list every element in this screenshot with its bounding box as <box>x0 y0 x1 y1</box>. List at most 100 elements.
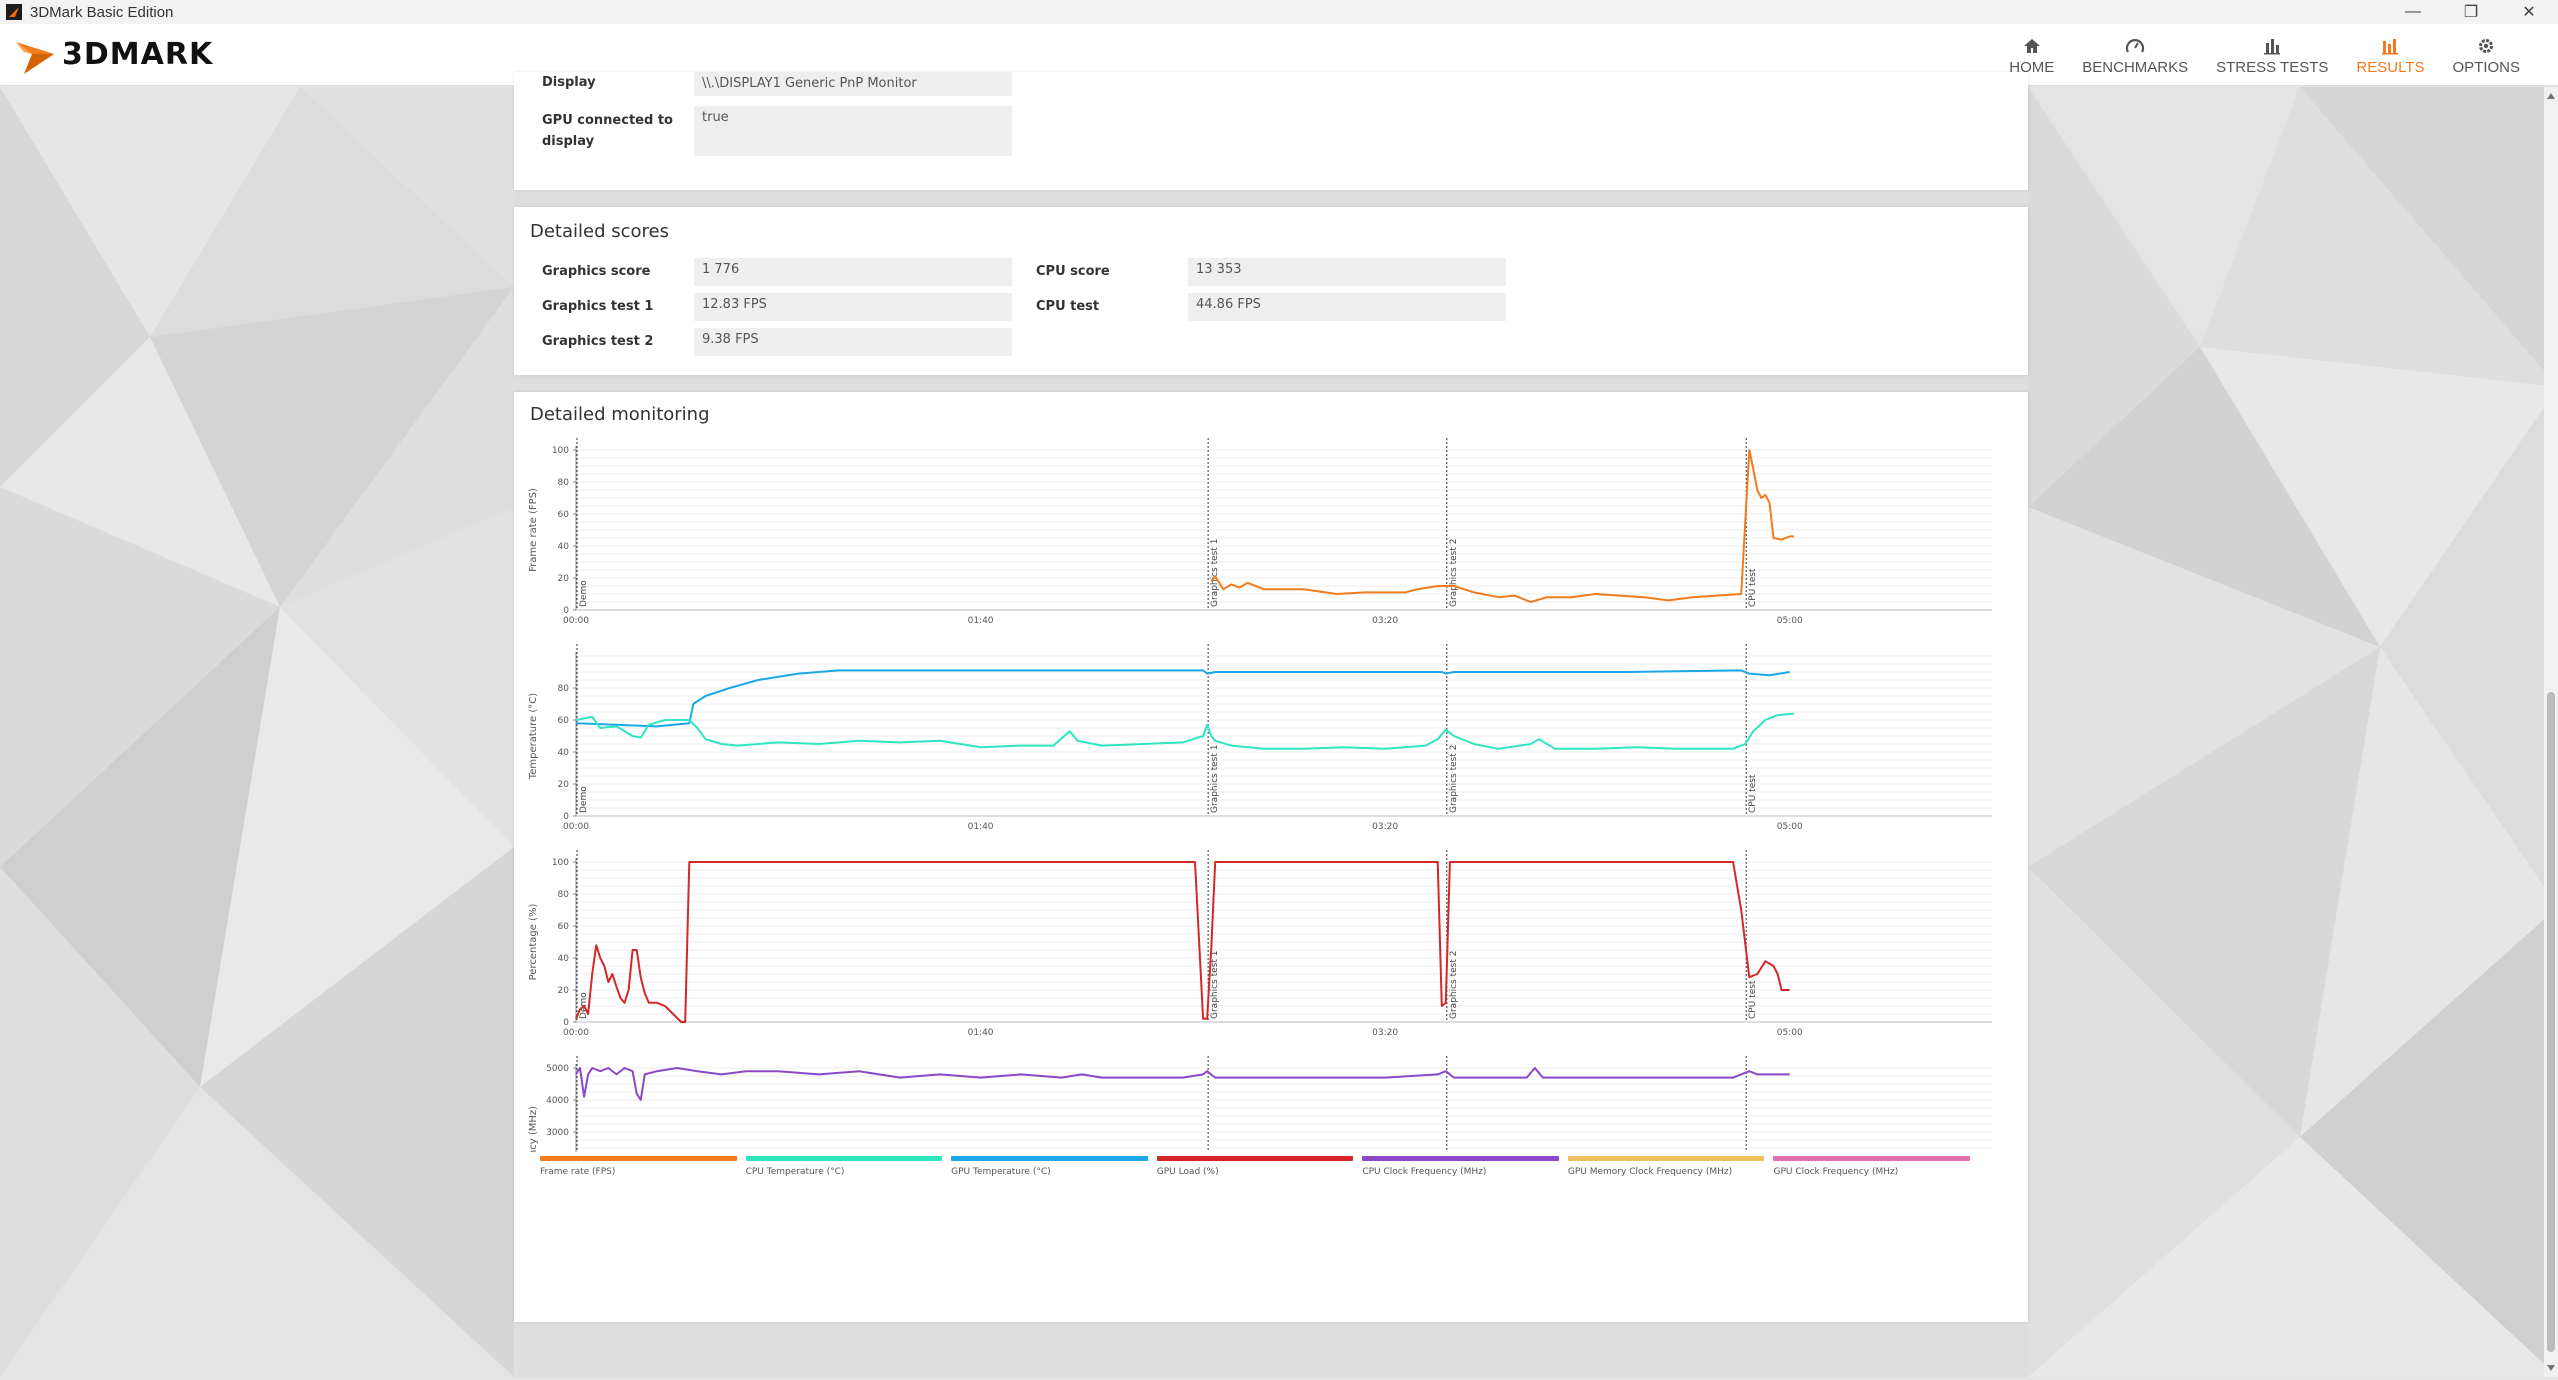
nav-benchmarks[interactable]: BENCHMARKS <box>2068 30 2202 80</box>
x-tick-label: 03:20 <box>1372 616 1398 626</box>
y-tick-label: 40 <box>558 748 570 758</box>
logo[interactable]: 3DMARK <box>14 32 213 76</box>
series-line <box>575 712 1794 750</box>
legend-item[interactable]: GPU Memory Clock Frequency (MHz) <box>1567 1156 1765 1177</box>
test-marker-label: Graphics test 2 <box>1449 951 1459 1019</box>
x-tick-label: 05:00 <box>1777 1028 1803 1038</box>
y-axis-label: Temperature (°C) <box>528 693 539 780</box>
nav-stress-tests[interactable]: STRESS TESTS <box>2202 30 2342 80</box>
y-tick-label: 80 <box>558 684 570 694</box>
legend-swatch <box>540 1156 737 1161</box>
minimize-button[interactable]: — <box>2405 3 2421 20</box>
x-tick-label: 01:40 <box>968 1028 994 1038</box>
legend-label: GPU Load (%) <box>1156 1167 1219 1177</box>
graphics-test1-label: Graphics test 1 <box>542 299 654 314</box>
scroll-down-arrow-icon[interactable] <box>2547 1365 2555 1371</box>
background-pattern <box>0 87 2558 1377</box>
legend-swatch <box>745 1156 943 1161</box>
y-tick-label: 5000 <box>546 1064 569 1074</box>
graphics-test1-value: 12.83 FPS <box>694 293 1012 321</box>
legend-label: GPU Memory Clock Frequency (MHz) <box>1567 1167 1733 1177</box>
detailed-scores-panel: Detailed scores Graphics score 1 776 Gra… <box>514 207 2028 375</box>
window-controls: — ❐ ✕ <box>2384 0 2558 24</box>
y-tick-label: 100 <box>552 446 569 456</box>
test-marker-label: Demo <box>579 580 589 607</box>
cpu-score-label: CPU score <box>1036 264 1110 279</box>
nav-benchmarks-label: BENCHMARKS <box>2082 58 2189 76</box>
x-tick-label: 00:00 <box>563 616 589 626</box>
scroll-thumb[interactable] <box>2547 692 2555 1352</box>
display-value: \\.\DISPLAY1 Generic PnP Monitor <box>694 72 1012 96</box>
legend-label: CPU Temperature (°C) <box>745 1167 845 1177</box>
test-marker-label: Graphics test 1 <box>1210 539 1220 607</box>
legend-swatch <box>1567 1156 1765 1161</box>
y-tick-label: 0 <box>563 1018 569 1028</box>
y-axis-label: Frame rate (FPS) <box>528 488 539 572</box>
x-tick-label: 05:00 <box>1777 616 1803 626</box>
legend-swatch <box>1362 1156 1559 1161</box>
legend-item[interactable]: CPU Temperature (°C) <box>745 1156 943 1177</box>
restore-button[interactable]: ❐ <box>2463 4 2479 21</box>
window-titlebar: 3DMark Basic Edition — ❐ ✕ <box>0 0 2558 24</box>
y-axis-label: Frequency (MHz) <box>528 1106 539 1152</box>
test-marker-label: Demo <box>579 786 589 813</box>
y-tick-label: 80 <box>558 890 570 900</box>
logo-text: 3DMARK <box>62 36 214 72</box>
system-info-panel: Display \\.\DISPLAY1 Generic PnP Monitor… <box>514 72 2028 190</box>
bar-chart-icon <box>2263 35 2281 57</box>
y-tick-label: 0 <box>563 812 569 822</box>
results-icon <box>2381 35 2399 57</box>
home-icon <box>2023 35 2041 57</box>
y-tick-label: 80 <box>558 478 570 488</box>
legend-label: GPU Temperature (°C) <box>951 1167 1051 1177</box>
y-tick-label: 40 <box>558 954 570 964</box>
y-tick-label: 20 <box>558 780 570 790</box>
x-tick-label: 03:20 <box>1372 1028 1398 1038</box>
legend-item[interactable]: GPU Clock Frequency (MHz) <box>1773 1156 1971 1177</box>
y-axis-label: Percentage (%) <box>528 904 539 981</box>
y-tick-label: 20 <box>558 574 570 584</box>
legend-item[interactable]: Frame rate (FPS) <box>540 1156 737 1177</box>
nav-options[interactable]: OPTIONS <box>2438 30 2534 80</box>
display-label: Display <box>542 75 596 90</box>
nav-home-label: HOME <box>2009 58 2055 76</box>
main-nav: HOME BENCHMARKS STRESS TESTS RESULTS OPT… <box>1995 30 2534 80</box>
close-button[interactable]: ✕ <box>2522 4 2536 21</box>
series-line <box>575 1067 1790 1101</box>
detailed-scores-title: Detailed scores <box>530 221 669 242</box>
y-tick-label: 20 <box>558 986 570 996</box>
x-tick-label: 00:00 <box>563 822 589 832</box>
nav-options-label: OPTIONS <box>2452 58 2520 76</box>
x-tick-label: 01:40 <box>968 822 994 832</box>
vertical-scrollbar[interactable] <box>2544 87 2558 1377</box>
logo-mark-icon <box>16 42 54 74</box>
y-tick-label: 4000 <box>546 1096 569 1106</box>
legend-label: CPU Clock Frequency (MHz) <box>1362 1167 1487 1177</box>
x-tick-label: 01:40 <box>968 616 994 626</box>
gpu-connected-value: true <box>694 106 1012 156</box>
test-marker-label: Graphics test 2 <box>1449 539 1459 607</box>
legend-item[interactable]: GPU Temperature (°C) <box>951 1156 1148 1177</box>
nav-results-label: RESULTS <box>2356 58 2425 76</box>
x-tick-label: 05:00 <box>1777 822 1803 832</box>
y-tick-label: 60 <box>558 716 570 726</box>
legend-item[interactable]: GPU Load (%) <box>1156 1156 1354 1177</box>
y-tick-label: 3000 <box>546 1128 569 1138</box>
scroll-up-arrow-icon[interactable] <box>2547 93 2555 99</box>
nav-home[interactable]: HOME <box>1995 30 2068 80</box>
y-tick-label: 60 <box>558 922 570 932</box>
test-marker-label: CPU test <box>1748 774 1758 813</box>
x-tick-label: 00:00 <box>563 1028 589 1038</box>
cpu-test-label: CPU test <box>1036 299 1100 314</box>
series-line <box>1210 449 1794 603</box>
x-tick-label: 03:20 <box>1372 822 1398 832</box>
nav-results[interactable]: RESULTS <box>2342 30 2438 80</box>
y-tick-label: 0 <box>563 606 569 616</box>
chart-legend: Frame rate (FPS) CPU Temperature (°C) GPU … <box>540 1156 1971 1177</box>
y-tick-label: 100 <box>552 858 569 868</box>
legend-item[interactable]: CPU Clock Frequency (MHz) <box>1362 1156 1559 1177</box>
legend-swatch <box>951 1156 1148 1161</box>
legend-swatch <box>1156 1156 1354 1161</box>
series-line <box>575 861 1790 1023</box>
